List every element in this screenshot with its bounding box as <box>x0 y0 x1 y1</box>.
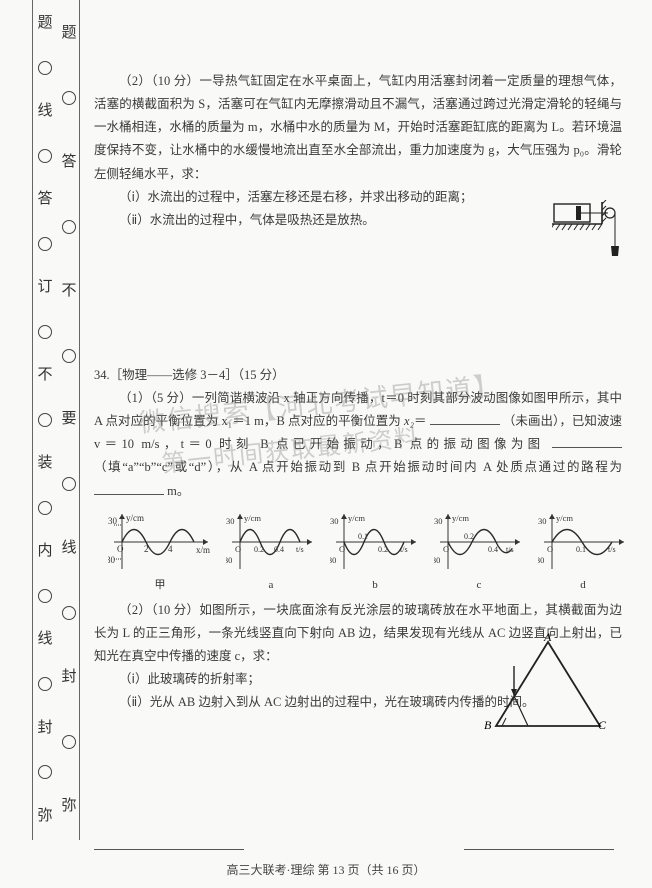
binding-circle <box>38 61 52 75</box>
svg-text:0.1: 0.1 <box>358 532 368 541</box>
binding-char: 内 <box>37 541 52 562</box>
svg-text:O: O <box>339 544 345 554</box>
content-area: （2）（10 分）一导热气缸固定在水平桌面上，气缸内用活塞封闭着一定质量的理想气… <box>94 70 622 715</box>
q34-header: 34.［物理——选修 3－4］（15 分） <box>94 364 622 387</box>
binding-col-1: 弥封线内装不订答线题 <box>33 0 57 840</box>
chart-b-caption: b <box>330 575 420 595</box>
svg-text:30: 30 <box>538 516 547 526</box>
svg-text:O: O <box>235 544 241 554</box>
q34-1-body: （1）（5 分）一列简谐横波沿 x 轴正方向传播，t＝0 时刻其部分波动图像如图… <box>94 387 622 503</box>
binding-char: 题 <box>37 13 52 34</box>
prism-label-b: B <box>484 718 491 733</box>
binding-circle <box>62 735 76 749</box>
page-footer: 高三大联考·理综 第 13 页（共 16 页） <box>0 861 652 878</box>
svg-text:30: 30 <box>434 516 443 526</box>
svg-text:O: O <box>443 544 449 554</box>
svg-text:-30: -30 <box>226 555 232 565</box>
chart-b: 30 -30 y/cm O 0.1 0.2 t/s b <box>330 511 420 595</box>
svg-text:-30: -30 <box>434 555 440 565</box>
svg-text:t/s: t/s <box>506 545 514 554</box>
chart-d-caption: d <box>538 575 628 595</box>
svg-text:4: 4 <box>168 544 173 554</box>
chart-a: 30 -30 y/cm O 0.2 0.4 t/s a <box>226 511 316 595</box>
binding-char: 要 <box>61 409 76 430</box>
binding-char: 题 <box>61 23 76 44</box>
chart-d: 30 -30 y/cm O 0.1 t/s d <box>538 511 628 595</box>
cylinder-pulley-diagram <box>552 200 624 274</box>
svg-text:y/cm: y/cm <box>244 513 261 523</box>
binding-char: 弥 <box>61 796 76 817</box>
binding-char: 答 <box>61 152 76 173</box>
footer-text: 高三大联考·理综 第 13 页（共 16 页） <box>227 863 426 877</box>
binding-char: 不 <box>37 365 52 386</box>
binding-circle <box>62 220 76 234</box>
wave-charts: 30 -30 y/cm O 2 4 x/m 甲 <box>108 511 622 595</box>
binding-circle <box>38 149 52 163</box>
svg-text:-30: -30 <box>108 555 115 565</box>
chart-main-caption: 甲 <box>108 575 212 595</box>
binding-circle <box>62 349 76 363</box>
svg-text:30: 30 <box>330 516 339 526</box>
chart-a-caption: a <box>226 575 316 595</box>
svg-text:t/s: t/s <box>400 545 408 554</box>
chart-c-caption: c <box>434 575 524 595</box>
svg-text:-30: -30 <box>330 555 336 565</box>
svg-text:O: O <box>117 544 124 554</box>
footer-line-left <box>94 849 244 850</box>
blank-fig <box>552 437 622 448</box>
svg-text:0.4: 0.4 <box>488 545 498 554</box>
binding-char: 线 <box>61 538 76 559</box>
binding-circle <box>38 589 52 603</box>
svg-text:2: 2 <box>144 544 149 554</box>
chart-c: 30 -30 y/cm O 0.2 0.4 t/s c <box>434 511 524 595</box>
svg-text:-30: -30 <box>538 555 544 565</box>
svg-text:0.2: 0.2 <box>254 545 264 554</box>
q33-2-i: （ⅰ）水流出的过程中，活塞左移还是右移，并求出移动的距离； <box>94 186 622 209</box>
binding-circle <box>38 413 52 427</box>
binding-char: 答 <box>37 189 52 210</box>
binding-circle <box>38 677 52 691</box>
binding-char: 弥 <box>37 806 52 827</box>
prism-label-a: A <box>544 630 551 645</box>
svg-text:O: O <box>547 544 553 554</box>
binding-char: 订 <box>37 277 52 298</box>
binding-col-2: 弥封线要不答题 <box>57 0 81 840</box>
chart-main: 30 -30 y/cm O 2 4 x/m 甲 <box>108 511 212 595</box>
svg-text:0.1: 0.1 <box>576 545 586 554</box>
blank-s <box>94 483 164 494</box>
svg-text:0.2: 0.2 <box>378 545 388 554</box>
blank-x2 <box>430 414 500 425</box>
svg-text:x/m: x/m <box>196 545 210 555</box>
svg-text:y/cm: y/cm <box>452 513 469 523</box>
binding-circle <box>62 606 76 620</box>
svg-text:y/cm: y/cm <box>556 513 573 523</box>
binding-circle <box>38 325 52 339</box>
binding-circle <box>38 237 52 251</box>
svg-text:t/s: t/s <box>608 545 616 554</box>
q33-2-body: （2）（10 分）一导热气缸固定在水平桌面上，气缸内用活塞封闭着一定质量的理想气… <box>94 70 622 186</box>
prism-diagram: A B C <box>488 636 608 736</box>
svg-text:y/cm: y/cm <box>126 513 144 523</box>
svg-text:0.4: 0.4 <box>274 545 284 554</box>
binding-circle <box>62 477 76 491</box>
binding-char: 封 <box>61 667 76 688</box>
q34-1-c: （填“a”“b”“c”或“d”），从 A 点开始振动到 B 点开始振动时间内 A… <box>94 460 622 474</box>
svg-text:30: 30 <box>226 516 235 526</box>
binding-circle <box>38 501 52 515</box>
binding-char: 不 <box>61 281 76 302</box>
svg-text:y/cm: y/cm <box>348 513 365 523</box>
svg-text:t/s: t/s <box>296 545 304 554</box>
binding-char: 装 <box>37 453 52 474</box>
binding-char: 线 <box>37 629 52 650</box>
svg-text:0.2: 0.2 <box>464 532 474 541</box>
q33-2-ii: （ⅱ）水流出的过程中，气体是吸热还是放热。 <box>94 209 622 232</box>
footer-line-right <box>464 849 614 850</box>
binding-char: 线 <box>37 101 52 122</box>
q34-1-d: m。 <box>167 484 189 498</box>
binding-char: 封 <box>37 718 52 739</box>
prism-label-c: C <box>598 718 606 733</box>
binding-circle <box>38 765 52 779</box>
binding-circle <box>62 91 76 105</box>
binding-strip: 弥封线内装不订答线题 弥封线要不答题 <box>32 0 80 840</box>
